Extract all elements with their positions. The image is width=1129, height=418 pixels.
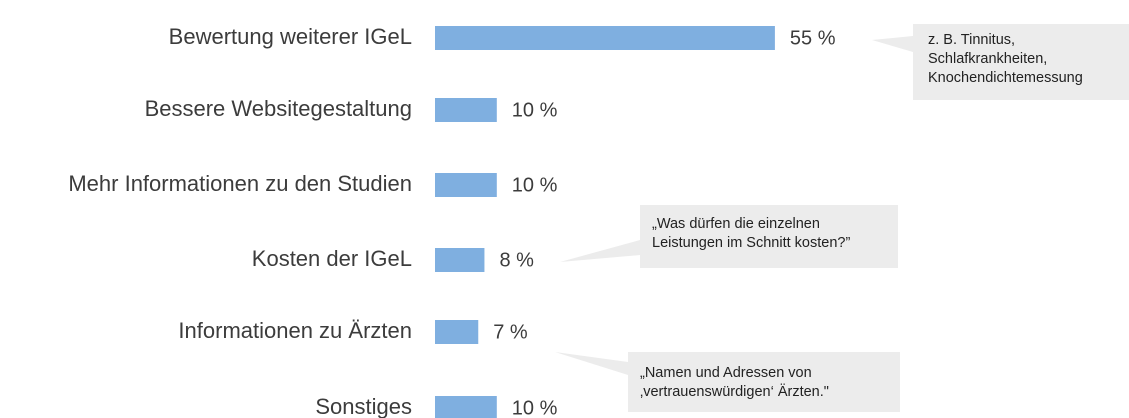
callouts [555, 24, 1129, 412]
value-label: 8 % [499, 249, 534, 271]
bar [435, 320, 479, 344]
value-label: 7 % [493, 321, 528, 343]
annotation-text: Leistungen im Schnitt kosten?” [652, 235, 850, 251]
callout-box [872, 24, 1129, 100]
value-label: 55 % [790, 27, 836, 49]
category-label: Mehr Informationen zu den Studien [68, 171, 412, 196]
annotation-text: z. B. Tinnitus, [928, 32, 1015, 48]
value-label: 10 % [512, 174, 558, 196]
bar [435, 98, 497, 122]
bar [435, 248, 485, 272]
category-label: Bewertung weiterer IGeL [169, 24, 412, 49]
bar [435, 26, 775, 50]
bar [435, 396, 497, 418]
annotation-text: ‚vertrauenswürdigen‘ Ärzten." [640, 383, 829, 400]
category-label: Bessere Websitegestaltung [145, 96, 412, 121]
value-label: 10 % [512, 99, 558, 121]
value-label: 10 % [512, 397, 558, 418]
annotation-text: Knochendichtemessung [928, 70, 1083, 86]
annotation-text: „Namen und Adressen von [640, 365, 812, 381]
category-label: Sonstiges [315, 394, 412, 418]
callout-box [560, 205, 898, 268]
annotation-text: „Was dürfen die einzelnen [652, 216, 820, 232]
callout-box [555, 352, 900, 412]
category-label: Informationen zu Ärzten [178, 318, 412, 343]
bar [435, 173, 497, 197]
annotation-text: Schlafkrankheiten, [928, 51, 1047, 67]
category-label: Kosten der IGeL [252, 246, 412, 271]
